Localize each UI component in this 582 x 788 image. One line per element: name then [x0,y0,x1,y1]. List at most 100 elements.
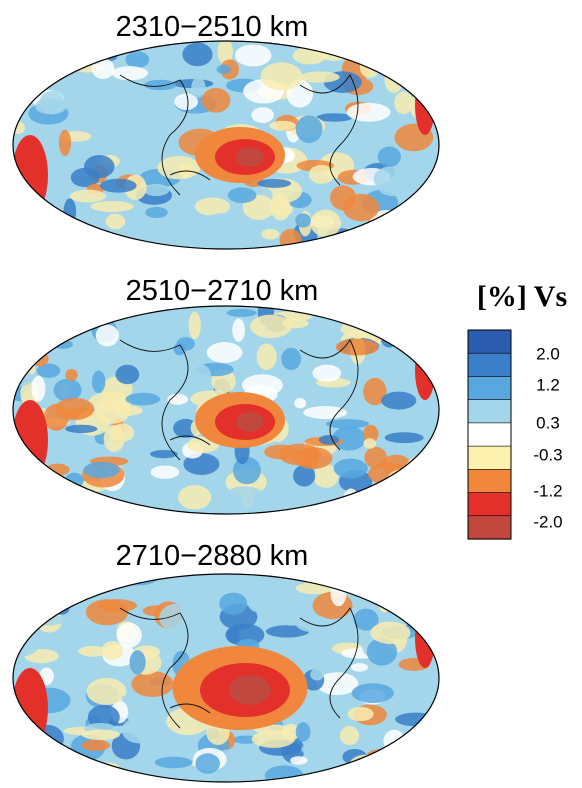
anomaly [155,585,176,607]
anomaly [339,726,360,746]
anomaly [58,129,72,156]
anomaly [91,58,115,80]
anomaly [316,113,353,122]
anomaly [78,645,107,657]
anomaly [13,450,28,463]
anomaly [418,733,437,761]
anomaly [422,344,435,357]
anomaly [415,340,435,400]
anomaly [350,663,369,672]
anomaly [182,42,213,67]
colorbar-swatch [467,445,512,470]
anomaly [257,178,292,188]
anomaly [417,77,439,95]
anomaly [201,87,231,113]
anomaly [379,323,400,348]
legend-label: -1.2 [533,481,562,500]
anomaly [290,756,308,765]
anomaly [381,584,404,606]
anomaly [295,722,311,742]
anomaly [13,67,28,76]
anomaly [20,593,39,607]
anomaly [97,599,137,612]
anomaly [363,377,387,406]
anomaly [99,178,137,193]
anomaly [251,107,274,124]
anomaly [363,438,377,449]
anomaly [408,55,427,64]
anomaly [370,621,411,644]
anomaly [81,739,111,751]
anomaly [234,44,272,67]
anomaly [295,615,330,633]
anomaly [176,574,216,598]
anomaly [13,207,36,217]
anomaly [14,585,49,603]
anomaly [191,76,206,98]
anomaly [314,41,354,61]
panel-title: 2310−2510 km [116,11,309,43]
anomaly [129,650,146,675]
anomaly [359,56,380,78]
anomaly [157,155,201,180]
anomaly [377,146,401,167]
anomaly [362,747,394,774]
anomaly [93,306,107,323]
anomaly [415,227,439,245]
anomaly [30,767,66,781]
colorbar [467,329,512,540]
anomaly [63,198,77,225]
anomaly [308,164,335,184]
colorbar-swatch [467,329,512,354]
anomaly [115,364,140,385]
legend-label: 0.3 [536,413,560,432]
anomaly [410,49,426,63]
anomaly [415,608,435,668]
anomaly [40,574,66,593]
anomaly [13,477,40,487]
colorbar-frame [467,329,512,540]
anomaly [279,228,302,249]
anomaly [418,750,439,775]
anomaly [217,41,233,65]
anomaly [144,79,177,91]
anomaly [152,476,165,486]
anomaly [154,756,193,769]
anomaly [64,56,81,66]
anomaly [412,322,439,343]
anomaly [366,638,398,666]
anomaly [265,625,310,638]
anomaly [167,393,189,405]
anomaly [312,364,342,382]
anomaly [143,184,170,197]
anomaly [128,113,170,138]
anomaly [310,668,324,681]
colorbar-swatch [467,399,512,424]
anomaly [316,672,359,696]
colorbar-swatch [467,376,512,401]
anomaly [31,724,64,753]
anomaly [229,675,271,705]
anomaly [269,120,296,131]
anomaly [421,338,439,359]
anomaly [413,745,439,766]
anomaly [227,187,257,204]
anomaly [281,347,302,371]
anomaly [48,574,79,595]
anomaly [131,671,174,698]
coastline [119,339,359,461]
anomaly [145,206,168,218]
anomaly [122,99,139,112]
anomaly [205,213,240,224]
anomaly [421,52,439,68]
anomaly [249,314,292,339]
anomaly [226,308,257,317]
anomaly [45,216,74,242]
map [13,41,439,249]
legend-label: -2.0 [533,512,562,531]
anomaly [381,391,417,410]
anomaly [379,479,403,497]
anomaly [395,712,437,727]
anomaly [246,588,270,613]
